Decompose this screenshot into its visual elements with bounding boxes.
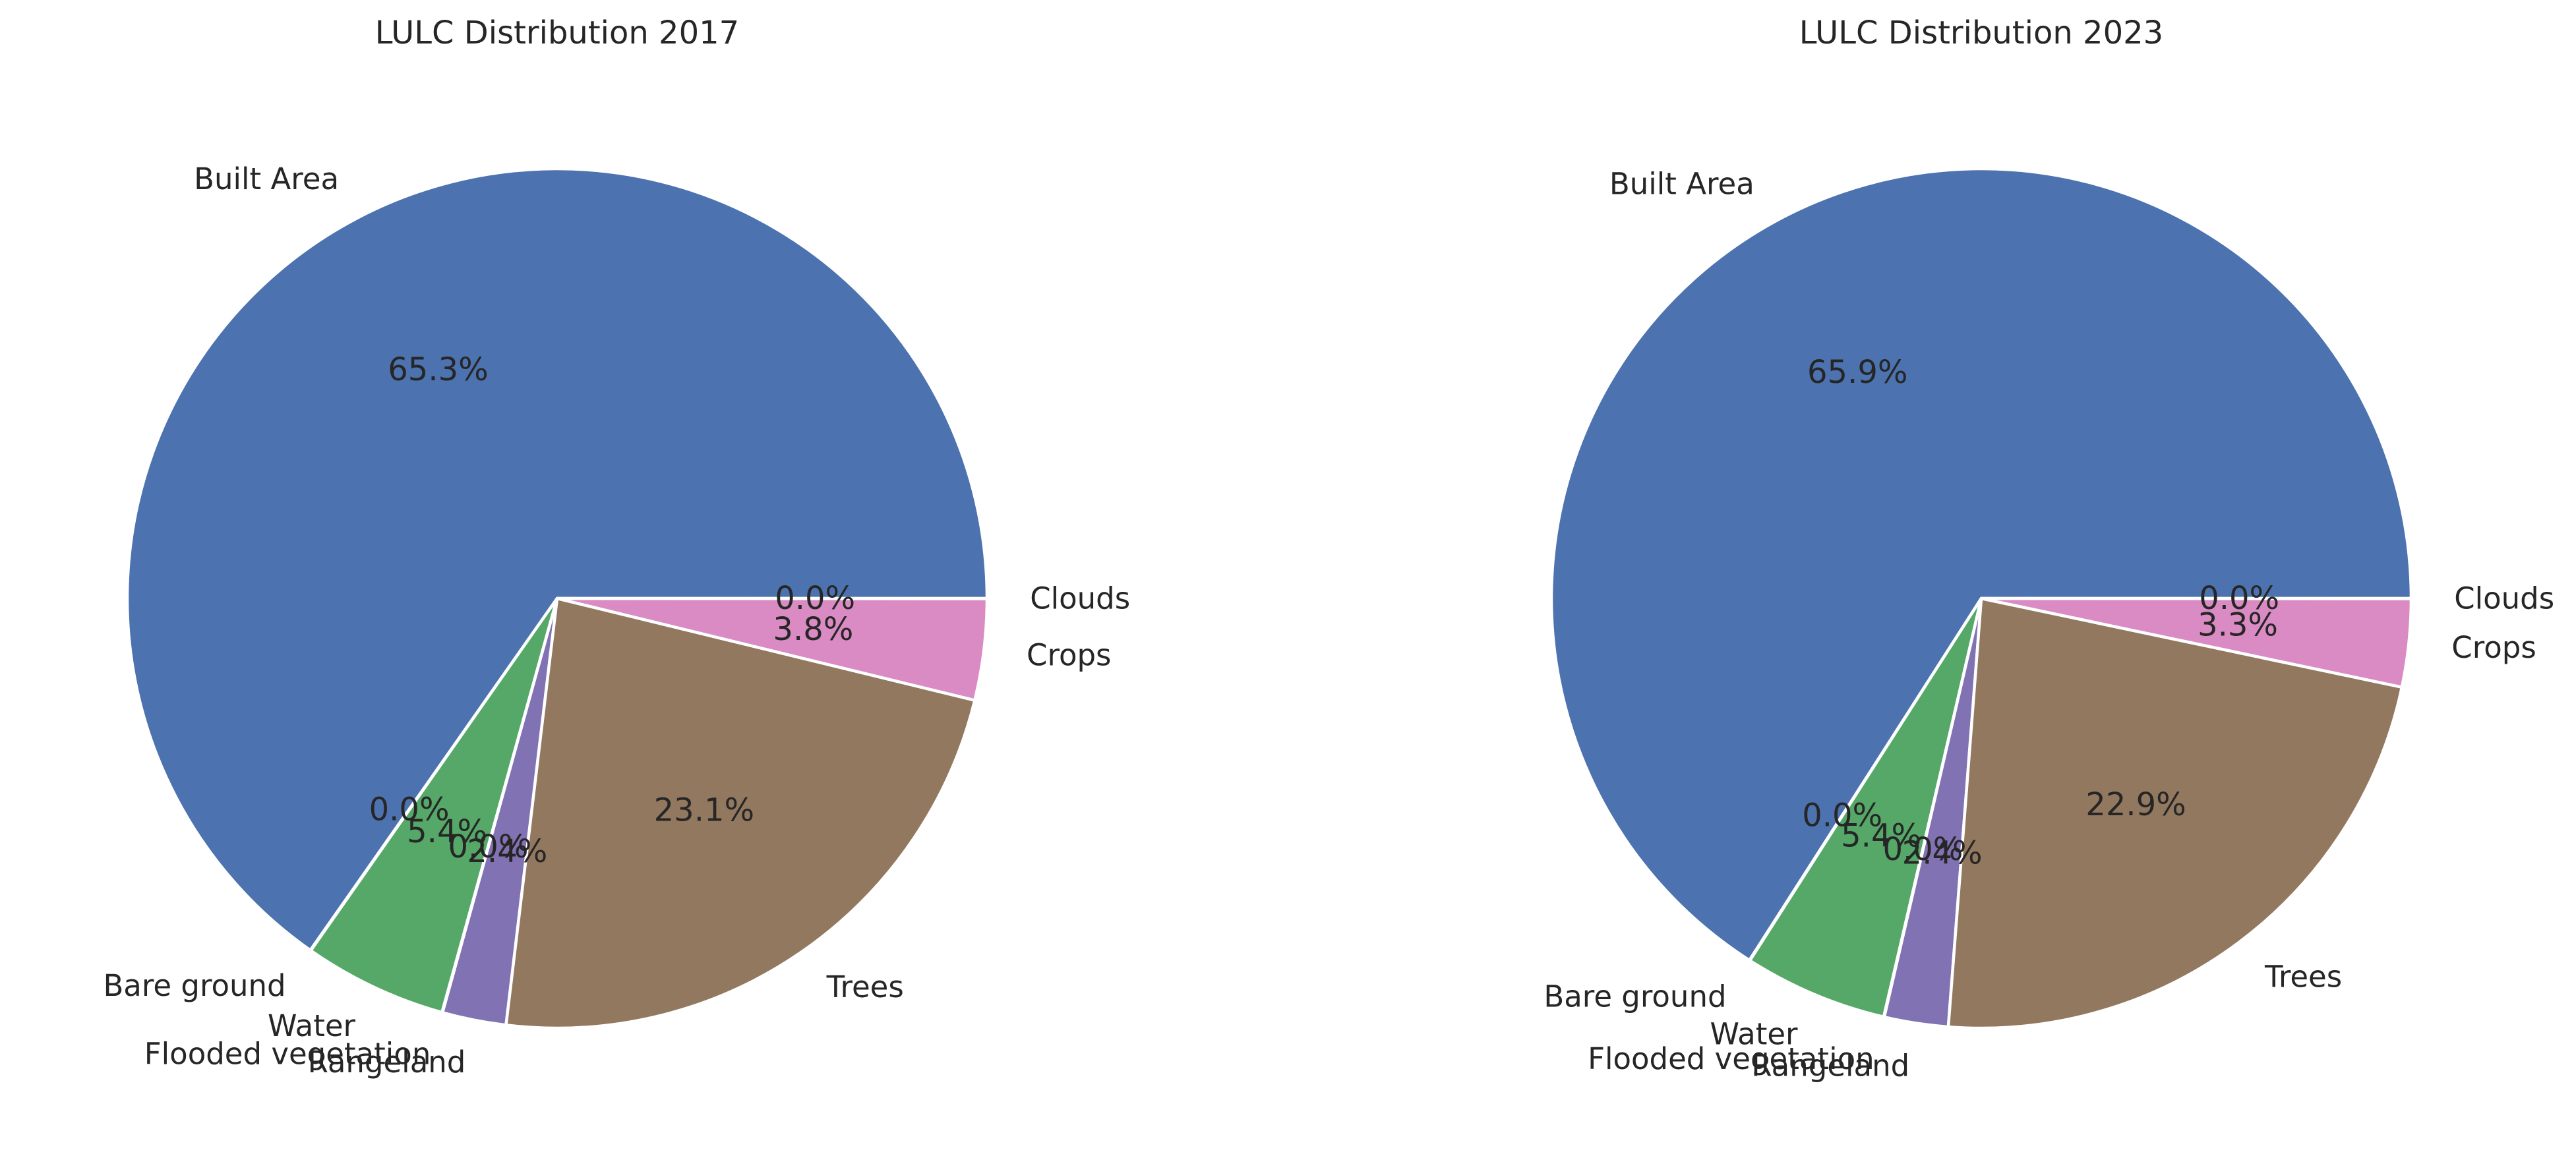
pct-label-built-area: 65.9%	[1807, 354, 1907, 391]
slice-label-rangeland: Rangeland	[308, 1045, 466, 1080]
slice-label-clouds: Clouds	[2454, 581, 2554, 616]
slice-label-flooded-vegetation: Flooded vegetation	[144, 1037, 431, 1072]
slice-label-flooded-vegetation: Flooded vegetation	[1588, 1041, 1874, 1076]
pct-label-crops: 3.8%	[773, 611, 853, 648]
pct-label-water: 5.4%	[407, 813, 487, 850]
pct-label-bare-ground: 0.0%	[1802, 797, 1882, 834]
slice-label-bare-ground: Bare ground	[103, 968, 285, 1003]
pct-label-flooded-vegetation: 0.0%	[448, 828, 528, 865]
pie-slice-built-area	[1549, 167, 2413, 962]
pie-chart-2023: LULC Distribution 2023 Built Area 65.9% Ba…	[1543, 14, 2554, 1083]
pct-label-trees: 23.1%	[654, 792, 754, 828]
chart-title-2023: LULC Distribution 2023	[1799, 14, 2163, 51]
slice-label-built-area: Built Area	[1609, 166, 1754, 201]
slice-label-clouds: Clouds	[1030, 581, 1130, 616]
slice-label-water: Water	[268, 1008, 356, 1043]
pct-label-bare-ground: 0.0%	[369, 791, 450, 828]
slice-label-crops: Crops	[2451, 630, 2536, 665]
pct-label-flooded-vegetation: 0.0%	[1882, 831, 1963, 868]
slice-label-built-area: Built Area	[194, 161, 339, 196]
pct-label-rangeland: 2.4%	[467, 833, 547, 870]
pie-slice-water	[1748, 596, 1983, 1019]
pct-label-trees: 22.9%	[2085, 786, 2186, 823]
pct-label-rangeland: 2.4%	[1902, 835, 1983, 872]
pie-chart-2017: LULC Distribution 2017 Built Area 65.3% Ba…	[103, 14, 1130, 1080]
pie-slice-water	[309, 596, 559, 1014]
slice-label-water: Water	[1710, 1016, 1799, 1051]
pct-label-built-area: 65.3%	[388, 351, 488, 388]
pct-label-crops: 3.3%	[2198, 607, 2278, 644]
pct-label-water: 5.4%	[1841, 818, 1921, 855]
slice-label-trees: Trees	[2264, 960, 2342, 995]
slice-label-trees: Trees	[826, 969, 904, 1004]
slice-label-crops: Crops	[1027, 637, 1111, 672]
pct-label-clouds: 0.0%	[2199, 580, 2279, 617]
chart-title-2017: LULC Distribution 2017	[375, 14, 739, 51]
pie-slice-built-area	[125, 167, 989, 952]
pct-label-clouds: 0.0%	[775, 580, 855, 617]
slice-label-bare-ground: Bare ground	[1543, 979, 1726, 1014]
slice-label-rangeland: Rangeland	[1751, 1048, 1909, 1083]
pie-slice-trees	[504, 596, 976, 1030]
pie-slice-trees	[1946, 596, 2404, 1030]
